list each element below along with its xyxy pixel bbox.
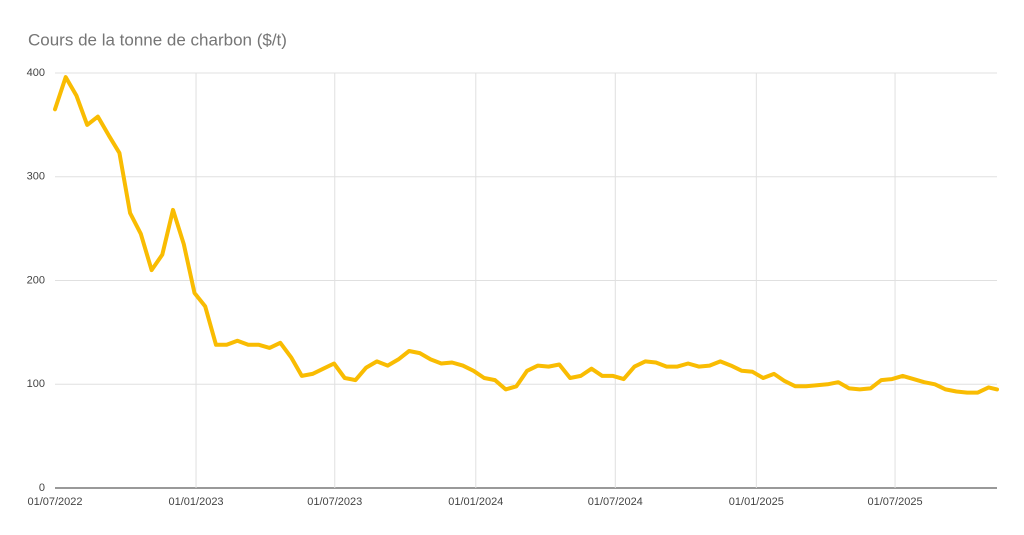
x-tick-label: 01/07/2023 [307,496,362,508]
x-tick-label: 01/07/2025 [868,496,923,508]
y-tick-label: 0 [39,482,45,494]
x-tick-label: 01/01/2025 [729,496,784,508]
x-tick-label: 01/01/2024 [448,496,503,508]
data-line [53,75,999,395]
y-tick-label: 400 [27,67,45,79]
x-tick-label: 01/07/2024 [588,496,643,508]
x-tick-label: 01/07/2022 [27,496,82,508]
y-tick-label: 200 [27,274,45,286]
y-tick-label: 300 [27,171,45,183]
chart-title: Cours de la tonne de charbon ($/t) [28,30,287,49]
y-tick-label: 100 [27,378,45,390]
x-tick-label: 01/01/2023 [169,496,224,508]
